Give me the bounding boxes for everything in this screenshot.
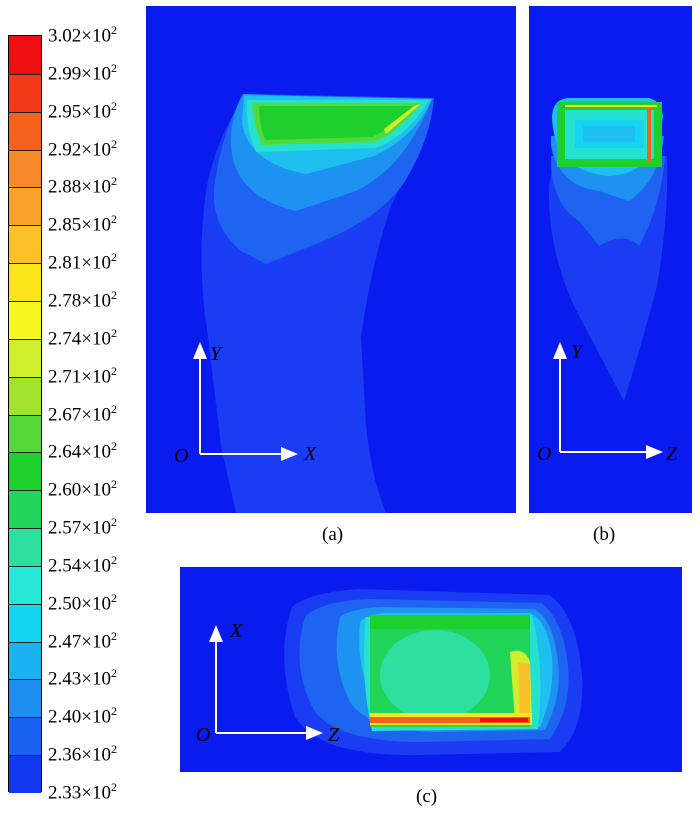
panel-a-xy-view: Y X O	[146, 6, 516, 513]
panel-c-zx-view: X Z O	[180, 567, 682, 772]
colorbar-tick-label: 2.54×102	[48, 552, 117, 577]
colorbar-tick-label: 2.71×102	[48, 363, 117, 387]
colorbar-tick-label: 2.60×102	[48, 477, 117, 501]
panel-a-y-axis-label: Y	[210, 343, 223, 365]
colorbar-segment	[9, 300, 41, 340]
colorbar-segment	[9, 755, 41, 794]
colorbar-tick-label: 2.40×102	[48, 704, 117, 728]
panel-a-caption: (a)	[322, 524, 344, 545]
panel-b-caption: (b)	[593, 524, 616, 545]
panel-b-zy-view: Y Z O	[529, 6, 692, 513]
colorbar-segment	[9, 263, 41, 302]
colorbar-segment	[9, 36, 41, 75]
colorbar-tick-label: 2.33×102	[48, 780, 117, 804]
colorbar-segment	[9, 149, 41, 188]
panel-c-z-axis-label: Z	[328, 724, 340, 746]
colorbar-tick-label: 2.92×102	[48, 136, 117, 160]
colorbar-segment	[9, 717, 41, 756]
colorbar-tick-label: 2.81×102	[48, 250, 117, 274]
colorbar-segment	[9, 338, 41, 378]
colorbar-segment	[9, 414, 41, 453]
colorbar-segment	[9, 187, 41, 226]
colorbar-segment	[9, 111, 41, 151]
panel-b-z-axis-label: Z	[666, 443, 678, 465]
colorbar-tick-label: 2.36×102	[48, 742, 117, 766]
colorbar-segment	[9, 603, 41, 643]
panel-c-origin-label: O	[196, 724, 210, 746]
colorbar-segment	[9, 73, 41, 113]
panel-c-x-axis-label: X	[229, 620, 243, 642]
panel-a-origin-label: O	[174, 445, 188, 467]
colorbar-tick-label: 2.95×102	[48, 98, 117, 123]
colorbar-tick-label: 2.88×102	[48, 174, 117, 198]
colorbar-tick-label: 2.99×102	[48, 60, 117, 85]
panel-a-x-axis-label: X	[303, 443, 317, 465]
panel-b-y-axis-label: Y	[571, 341, 584, 363]
colorbar-tick-label: 2.74×102	[48, 325, 117, 350]
colorbar-tick-label: 2.78×102	[48, 287, 117, 312]
colorbar-segment	[9, 452, 41, 491]
temperature-colorbar	[8, 35, 42, 794]
colorbar-segment	[9, 225, 41, 264]
colorbar-tick-label: 2.50×102	[48, 590, 117, 615]
colorbar-tick-label: 2.43×102	[48, 666, 117, 690]
colorbar-tick-label: 2.57×102	[48, 515, 117, 539]
colorbar-tick-label: 2.47×102	[48, 628, 117, 652]
colorbar-tick-label: 2.85×102	[48, 212, 117, 236]
colorbar-tick-label: 3.02×102	[48, 23, 117, 47]
colorbar-tick-label: 2.64×102	[48, 439, 117, 463]
panel-b-origin-label: O	[537, 443, 551, 465]
colorbar-tick-label: 2.67×102	[48, 401, 117, 425]
colorbar-segment	[9, 565, 41, 605]
colorbar-segment	[9, 490, 41, 529]
colorbar-segment	[9, 528, 41, 567]
panel-c-caption: (c)	[416, 786, 438, 807]
colorbar-segment	[9, 641, 41, 680]
colorbar-segment	[9, 679, 41, 718]
colorbar-segment	[9, 376, 41, 415]
